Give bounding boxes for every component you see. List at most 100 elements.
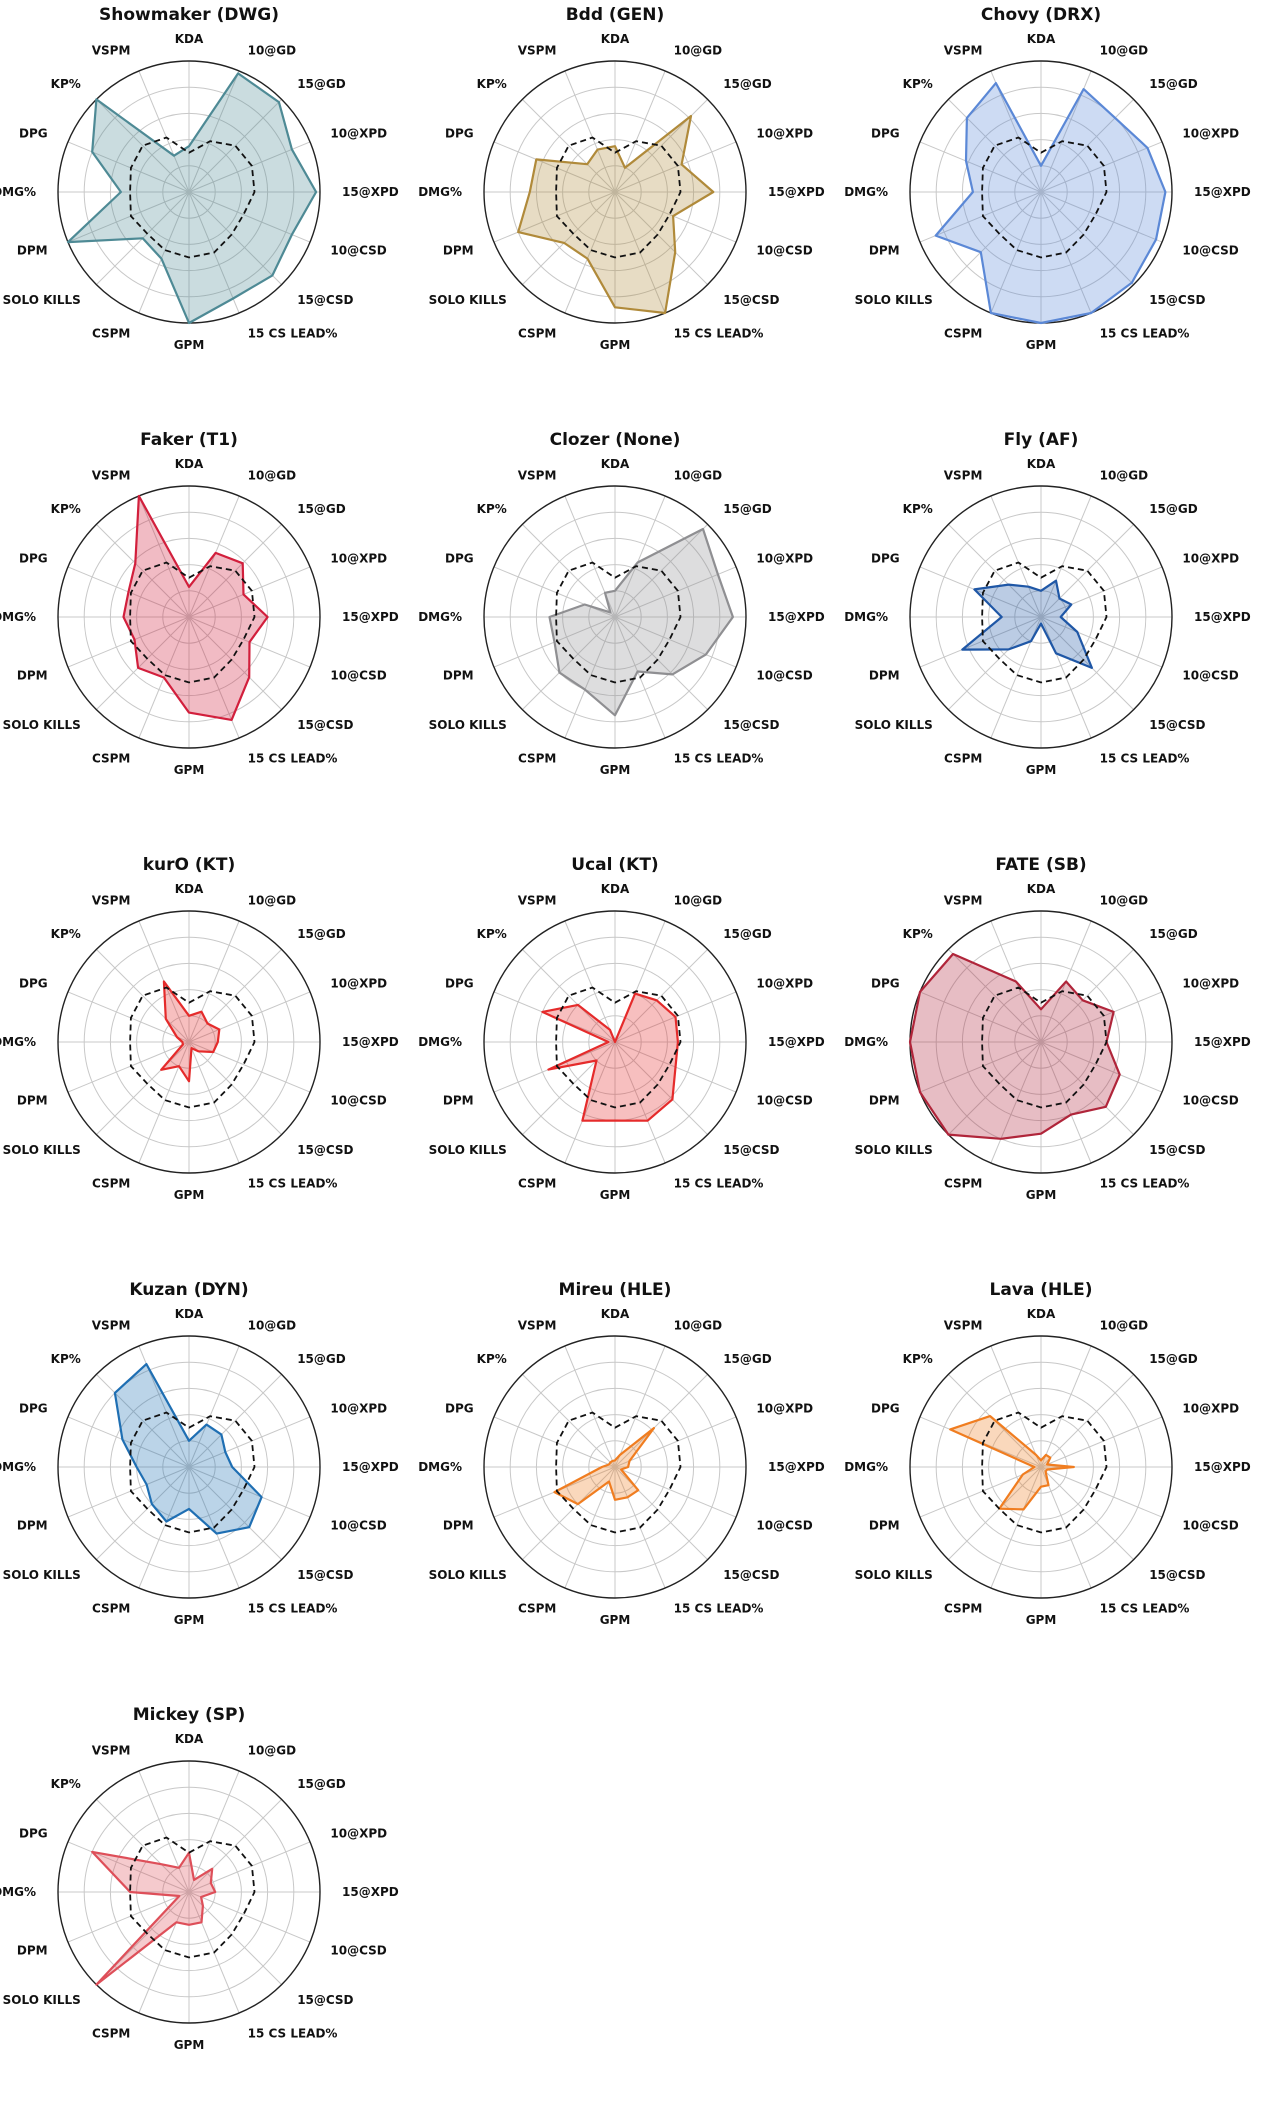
- axis-label: 10@GD: [248, 44, 297, 58]
- baseline-series-polygon: [129, 1836, 256, 1959]
- grid-spoke: [948, 524, 1042, 618]
- axis-label: 15@XPD: [768, 1035, 825, 1049]
- axis-label: KP%: [51, 502, 81, 516]
- axis-label: CSPM: [92, 2026, 130, 2040]
- radar-chart: KDA 10@GD 15@GD 10@XPD 15@XPD 10@CSD 15@CSD 15 …: [418, 32, 825, 352]
- grid-spoke: [1040, 141, 1163, 193]
- axis-label: DPM: [869, 669, 900, 683]
- grid-spoke: [919, 141, 1042, 193]
- axis-label: 10@GD: [248, 1319, 297, 1333]
- panel-title: Clozer (None): [549, 430, 681, 450]
- axis-label: 10@XPD: [330, 1401, 387, 1415]
- radar-frame: [57, 1760, 321, 2024]
- axis-label: 15@GD: [723, 502, 772, 516]
- axis-label: KP%: [477, 1352, 507, 1366]
- player-series-polygon: [961, 579, 1093, 669]
- axis-label: DPM: [17, 1519, 48, 1533]
- axis-label: 10@XPD: [756, 1401, 813, 1415]
- axis-label: 10@XPD: [756, 126, 813, 140]
- axis-label: VSPM: [944, 44, 983, 58]
- grid-spoke: [1040, 1374, 1134, 1468]
- axis-label: 15@CSD: [1149, 718, 1205, 732]
- axis-label: 15@XPD: [342, 1035, 399, 1049]
- radar-frame: [57, 485, 321, 749]
- axis-label: KDA: [1027, 457, 1056, 471]
- grid-spoke: [1040, 524, 1134, 618]
- axis-label: 15@CSD: [297, 1993, 353, 2007]
- grid-spoke: [990, 1041, 1042, 1164]
- grid-spoke: [188, 1770, 240, 1893]
- grid-spoke: [564, 920, 616, 1043]
- axis-label: DPM: [17, 1094, 48, 1108]
- panel-title: Ucal (KT): [571, 855, 659, 875]
- radar-panel: Showmaker (DWG) KDA 10@GD 15@GD 10@XPD 15@XPD…: [0, 0, 426, 425]
- axis-label: 10@XPD: [330, 976, 387, 990]
- grid-spoke: [1040, 566, 1163, 618]
- axis-label: DPM: [869, 1519, 900, 1533]
- grid-spoke: [1040, 191, 1163, 243]
- radar-panel: Mireu (HLE) KDA 10@GD 15@GD 10@XPD 15@XPD 10@C…: [418, 1275, 852, 1700]
- axis-label: 15 CS LEAD%: [248, 751, 338, 765]
- axis-label: DPM: [17, 244, 48, 258]
- axis-label: SOLO KILLS: [855, 293, 933, 307]
- grid-spoke: [614, 1041, 708, 1135]
- grid-spoke: [188, 1466, 311, 1518]
- grid-spoke: [67, 991, 190, 1043]
- axis-label: GPM: [1026, 763, 1057, 777]
- radar-frame: [909, 485, 1173, 749]
- grid-spoke: [1040, 616, 1134, 710]
- radar-frame: [909, 1335, 1173, 1599]
- axis-label: GPM: [600, 338, 631, 352]
- axis-label: 15@XPD: [342, 1460, 399, 1474]
- axis-label: KDA: [175, 882, 204, 896]
- grid-spoke: [188, 1799, 282, 1893]
- axis-label: CSPM: [92, 1176, 130, 1190]
- baseline-series-polygon: [555, 561, 682, 684]
- axis-label: DPG: [445, 551, 474, 565]
- axis-label: 10@CSD: [1182, 1519, 1238, 1533]
- axis-label: 10@XPD: [1182, 551, 1239, 565]
- baseline-series-polygon: [555, 986, 682, 1109]
- grid-spoke: [522, 1041, 616, 1135]
- radar-chart: KDA 10@GD 15@GD 10@XPD 15@XPD 10@CSD 15@CSD 15 …: [418, 882, 825, 1202]
- grid-spoke: [919, 616, 1042, 668]
- axis-label: KDA: [601, 882, 630, 896]
- grid-spoke: [522, 949, 616, 1043]
- axis-label: 15@GD: [723, 1352, 772, 1366]
- axis-label: VSPM: [944, 469, 983, 483]
- axis-label: KP%: [477, 502, 507, 516]
- player-series-polygon: [908, 952, 1121, 1140]
- panel-title: kurO (KT): [142, 855, 236, 875]
- axis-label: DMG%: [0, 1460, 36, 1474]
- axis-label: 15@GD: [1149, 502, 1198, 516]
- axis-label: CSPM: [944, 1601, 982, 1615]
- axis-label: GPM: [174, 1188, 205, 1202]
- grid-spoke: [138, 1466, 190, 1589]
- axis-label: SOLO KILLS: [429, 718, 507, 732]
- axis-label: 15@CSD: [297, 1568, 353, 1582]
- radar-panel: Lava (HLE) KDA 10@GD 15@GD 10@XPD 15@XPD 10@CS…: [844, 1275, 1278, 1700]
- axis-label: DMG%: [844, 1035, 888, 1049]
- axis-label: KDA: [601, 32, 630, 46]
- player-series-polygon: [66, 72, 318, 325]
- grid-spoke: [614, 566, 737, 618]
- radar-chart: KDA 10@GD 15@GD 10@XPD 15@XPD 10@CSD 15@CSD 15 …: [844, 32, 1251, 352]
- axis-label: 15@XPD: [342, 1885, 399, 1899]
- axis-label: 15 CS LEAD%: [1100, 326, 1190, 340]
- player-series-polygon: [548, 527, 734, 717]
- axis-label: 15@CSD: [297, 1143, 353, 1157]
- grid-spoke: [948, 191, 1042, 285]
- player-series-polygon: [517, 114, 715, 315]
- panel-title: Fly (AF): [1003, 430, 1079, 450]
- axis-label: 15 CS LEAD%: [1100, 751, 1190, 765]
- axis-label: 15@GD: [297, 502, 346, 516]
- axis-label: VSPM: [518, 44, 557, 58]
- axis-label: 15@GD: [723, 927, 772, 941]
- axis-label: 15@CSD: [723, 1143, 779, 1157]
- grid-spoke: [564, 1041, 616, 1164]
- axis-label: GPM: [600, 1613, 631, 1627]
- grid-spoke: [948, 949, 1042, 1043]
- axis-label: CSPM: [518, 326, 556, 340]
- axis-label: DPM: [869, 244, 900, 258]
- axis-label: 10@GD: [248, 469, 297, 483]
